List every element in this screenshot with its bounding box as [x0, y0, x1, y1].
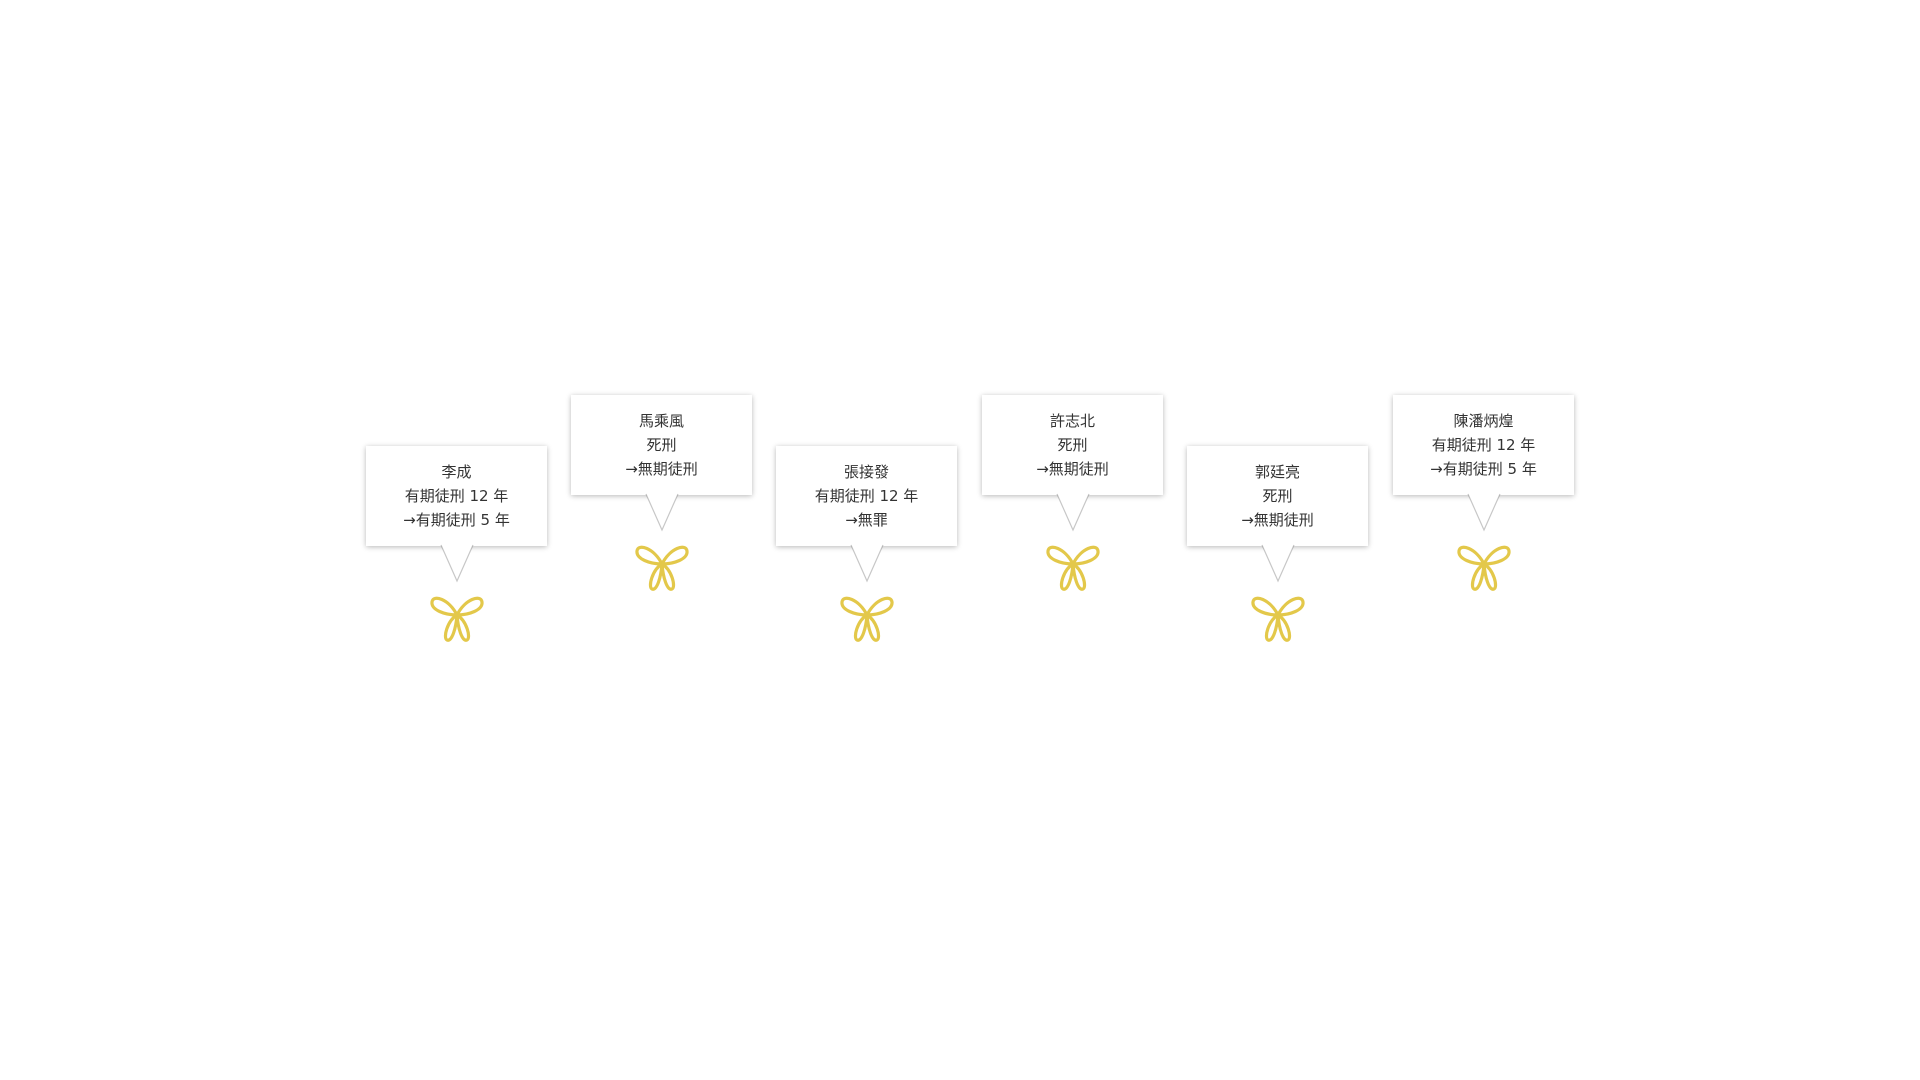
revised-sentence: →無期徒刑 [1241, 511, 1314, 529]
callout-pointer [849, 544, 884, 583]
butterfly-ribbon-icon [1250, 596, 1305, 642]
butterfly-ribbon-icon [429, 596, 484, 642]
callout-pointer [1055, 493, 1090, 532]
person-5: 郭廷亮 死刑 →無期徒刑 [1187, 446, 1368, 642]
person-name: 郭廷亮 [1254, 463, 1300, 481]
revised-sentence: →無罪 [845, 511, 888, 529]
butterfly-ribbon-icon [839, 596, 894, 642]
original-sentence: 有期徒刑 12 年 [1431, 436, 1536, 454]
revised-sentence: →有期徒刑 5 年 [403, 511, 510, 529]
callout-box: 陳潘炳煌 有期徒刑 12 年 →有期徒刑 5 年 [1393, 395, 1574, 495]
person-2: 馬乘風 死刑 →無期徒刑 [571, 395, 752, 591]
person-6: 陳潘炳煌 有期徒刑 12 年 →有期徒刑 5 年 [1393, 395, 1574, 591]
callout-pointer [1260, 544, 1295, 583]
original-sentence: 死刑 [646, 436, 677, 454]
butterfly-ribbon-icon [1045, 545, 1100, 591]
original-sentence: 死刑 [1262, 487, 1293, 505]
callout-box: 李成 有期徒刑 12 年 →有期徒刑 5 年 [366, 446, 547, 546]
callout-pointer [1466, 493, 1501, 532]
person-4: 許志北 死刑 →無期徒刑 [982, 395, 1163, 591]
revised-sentence: →有期徒刑 5 年 [1430, 460, 1537, 478]
callout-box: 許志北 死刑 →無期徒刑 [982, 395, 1163, 495]
person-1: 李成 有期徒刑 12 年 →有期徒刑 5 年 [366, 446, 547, 642]
person-3: 張接發 有期徒刑 12 年 →無罪 [776, 446, 957, 642]
callout-pointer [644, 493, 679, 532]
callout-box: 馬乘風 死刑 →無期徒刑 [571, 395, 752, 495]
revised-sentence: →無期徒刑 [625, 460, 698, 478]
callout-box: 郭廷亮 死刑 →無期徒刑 [1187, 446, 1368, 546]
person-name: 許志北 [1049, 412, 1095, 430]
original-sentence: 有期徒刑 12 年 [814, 487, 919, 505]
person-name: 張接發 [843, 463, 889, 481]
butterfly-ribbon-icon [634, 545, 689, 591]
original-sentence: 有期徒刑 12 年 [404, 487, 509, 505]
person-name: 陳潘炳煌 [1453, 412, 1514, 430]
original-sentence: 死刑 [1057, 436, 1088, 454]
callout-box: 張接發 有期徒刑 12 年 →無罪 [776, 446, 957, 546]
revised-sentence: →無期徒刑 [1036, 460, 1109, 478]
butterfly-ribbon-icon [1456, 545, 1511, 591]
person-name: 馬乘風 [638, 412, 684, 430]
person-name: 李成 [441, 463, 472, 481]
callout-pointer [439, 544, 474, 583]
